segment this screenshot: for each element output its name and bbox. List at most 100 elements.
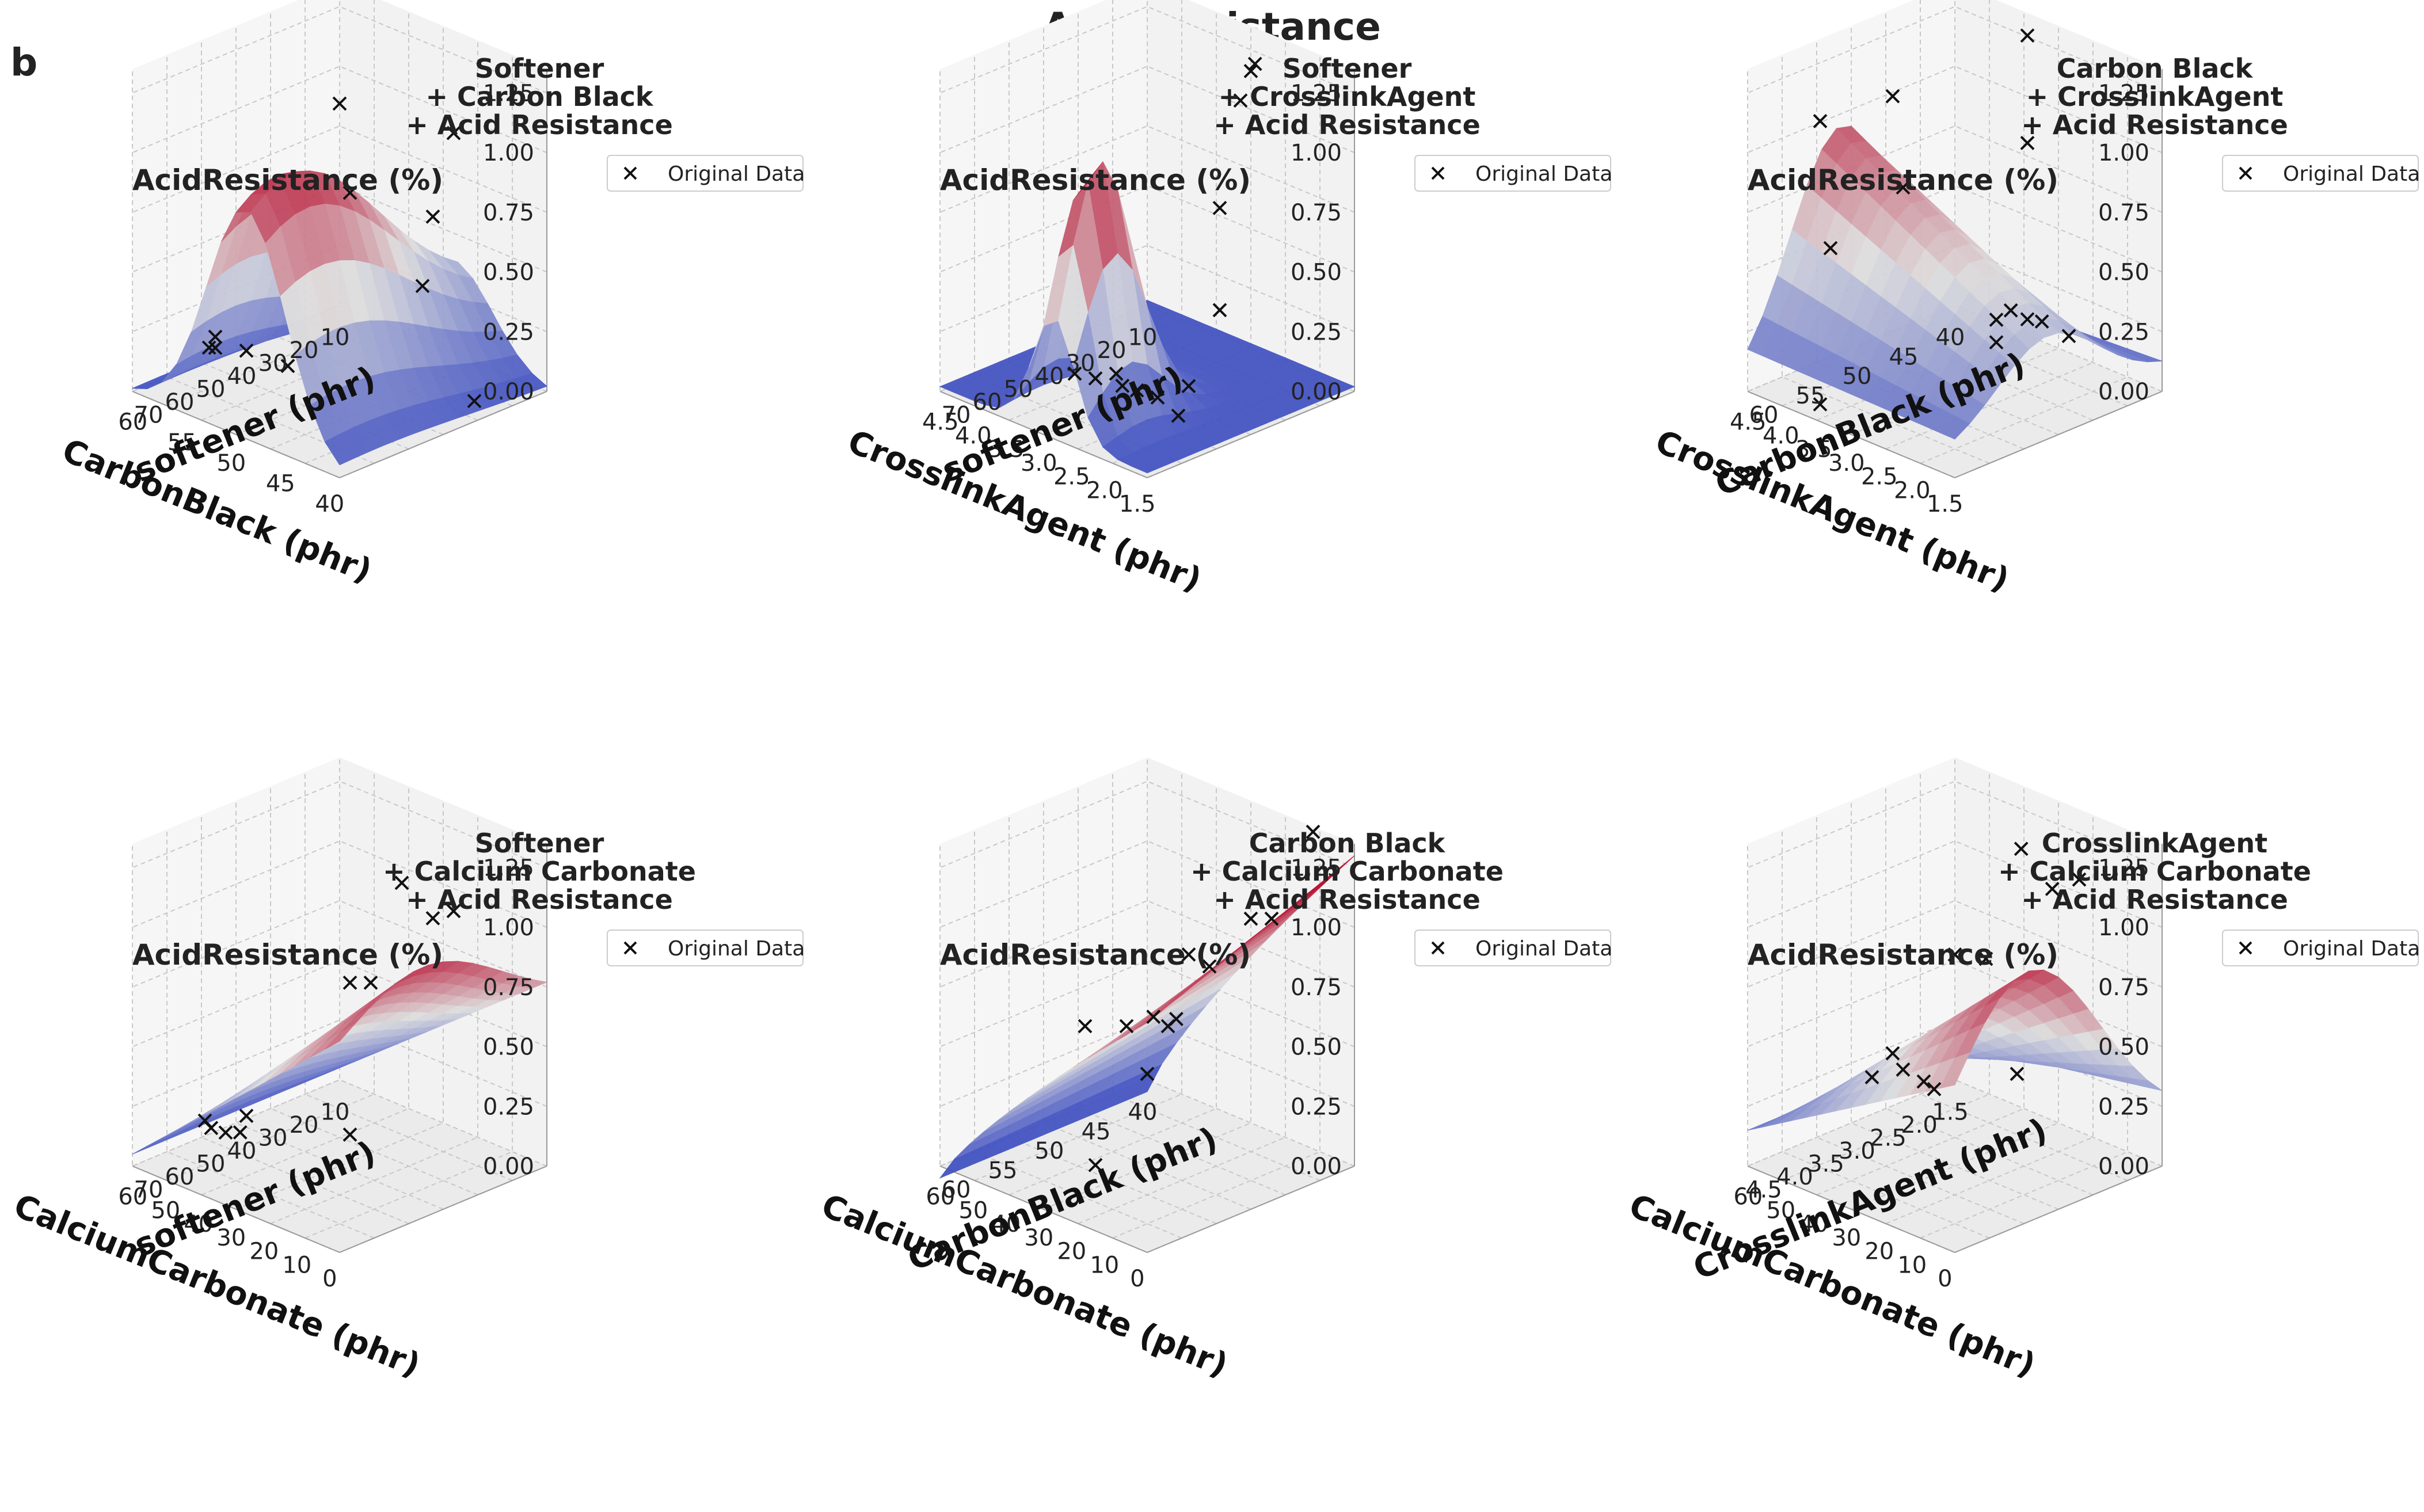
z-tick-label: 1.00 <box>483 140 534 166</box>
data-point-marker <box>201 340 216 355</box>
surface-mesh <box>132 170 547 466</box>
right-axis-tick: 40 <box>227 363 257 390</box>
right-axis-tick: 30 <box>258 1125 288 1152</box>
panel-title-line: + Calcium Carbonate <box>1998 856 2311 887</box>
z-axis-label: AcidResistance (%) <box>132 938 443 972</box>
z-tick-label: 1.25 <box>483 80 534 106</box>
legend: Original Data <box>607 155 805 192</box>
z-tick-label: 1.25 <box>2098 855 2149 881</box>
surface-patch <box>324 433 355 466</box>
z-tick-label: 1.00 <box>2098 915 2149 941</box>
z-tick-label: 0.00 <box>1291 1153 1342 1180</box>
data-point-marker <box>1115 378 1130 393</box>
data-point-marker <box>1989 335 2004 350</box>
z-tick-label: 0.25 <box>483 319 534 345</box>
right-axis-tick: 70 <box>134 402 163 429</box>
panel-title-line: CrosslinkAgent <box>2042 828 2267 859</box>
data-point-stroke <box>1306 824 1321 839</box>
data-point-stroke <box>218 1125 233 1140</box>
right-axis-tick: 30 <box>258 351 288 377</box>
right-axis-tick: 4.0 <box>1776 1164 1813 1190</box>
data-point-stroke <box>1181 947 1196 962</box>
data-point-stroke <box>1927 1081 1942 1096</box>
data-point-stroke <box>1088 1157 1103 1172</box>
data-point-stroke <box>467 394 482 409</box>
left-axis-tick: 10 <box>1090 1252 1119 1278</box>
data-point-stroke <box>204 1121 219 1136</box>
grid-line-b <box>1920 772 2128 1181</box>
data-point-stroke <box>1146 1010 1161 1024</box>
data-point-stroke <box>446 125 461 140</box>
data-point-stroke <box>1885 1046 1900 1061</box>
panel-title-line: + Acid Resistance <box>406 884 673 915</box>
z-tick-label: 0.25 <box>483 1094 534 1120</box>
legend-marker <box>2239 166 2252 180</box>
data-point-marker <box>1181 947 1196 962</box>
data-point-stroke <box>2034 314 2049 329</box>
data-point-stroke <box>1813 114 1828 128</box>
right-axis-tick: 40 <box>1128 1099 1158 1126</box>
data-point-marker <box>425 209 440 224</box>
z-tick-label: 1.25 <box>483 855 534 881</box>
data-point-stroke <box>2020 312 2035 327</box>
panel-title-line: + Calcium Carbonate <box>1190 856 1504 887</box>
left-axis-tick: 40 <box>991 1211 1021 1237</box>
z-tick-label: 1.25 <box>1291 855 1342 881</box>
data-point-marker <box>1243 64 1258 78</box>
surface-patch <box>1132 460 1163 474</box>
data-point-marker <box>332 96 347 111</box>
data-point-marker <box>1067 366 1082 381</box>
data-point-stroke <box>2061 329 2076 344</box>
data-point-marker <box>2061 329 2076 344</box>
grid-line-b <box>1954 0 2163 392</box>
data-point-marker <box>1864 1070 1879 1084</box>
data-point-marker <box>1150 390 1165 405</box>
data-point-stroke <box>1247 56 1262 71</box>
data-point-stroke <box>201 340 216 355</box>
data-point-stroke <box>197 1113 212 1128</box>
right-axis-tick: 1.5 <box>1932 1099 1969 1126</box>
legend: Original Data <box>2222 930 2420 966</box>
grid-line-b <box>1043 801 1251 1210</box>
z-axis-label: AcidResistance (%) <box>132 163 443 197</box>
axis-edge-left <box>1954 391 2163 478</box>
legend-label: Original Data <box>2283 937 2420 961</box>
panel-title-line: + Carbon Black <box>425 81 653 112</box>
legend-marker <box>623 941 637 955</box>
data-point-stroke <box>1243 911 1258 926</box>
surface-patch <box>1939 1052 1970 1089</box>
chart-panel-6: 0.00 0.25 0.50 0.75 1.00 1.25 0 1020304050604.5… <box>1624 757 2420 1384</box>
grid-line-z <box>939 959 1355 1048</box>
legend: Original Data <box>607 930 805 966</box>
data-point-marker <box>415 279 430 294</box>
z-tick-label: 0.50 <box>2098 1034 2149 1061</box>
data-point-marker <box>1078 1019 1093 1034</box>
left-axis-tick: 20 <box>1864 1239 1894 1265</box>
left-axis-tick: 10 <box>1897 1252 1927 1278</box>
data-point-stroke <box>332 96 347 111</box>
data-point-marker <box>1885 89 1900 104</box>
data-point-stroke <box>1813 397 1828 412</box>
z-tick-label: 0.00 <box>483 379 534 405</box>
legend-label: Original Data <box>668 162 805 186</box>
axis-edge-right <box>939 1166 1148 1253</box>
left-axis-tick: 50 <box>151 1197 180 1224</box>
grid-line-b <box>1147 757 1355 1167</box>
z-axis-label: AcidResistance (%) <box>940 938 1251 972</box>
left-axis-tick: 2.5 <box>1053 464 1090 490</box>
data-point-stroke <box>1119 1019 1134 1034</box>
grid-line-z <box>1747 6 2163 94</box>
data-point-marker <box>1896 180 1911 195</box>
grid-line-b <box>1851 801 2059 1210</box>
data-point-stroke <box>239 1109 254 1123</box>
right-axis-tick: 40 <box>1936 325 1965 351</box>
left-axis-tick: 30 <box>1024 1225 1053 1251</box>
data-point-stroke <box>1989 313 2004 327</box>
data-point-marker <box>2072 872 2087 887</box>
surface-patch <box>324 1024 355 1050</box>
data-point-marker <box>204 1121 219 1136</box>
grid-line-z <box>1747 780 2163 869</box>
z-tick-label: 0.00 <box>2098 1153 2149 1180</box>
data-point-stroke <box>1916 1074 1931 1089</box>
